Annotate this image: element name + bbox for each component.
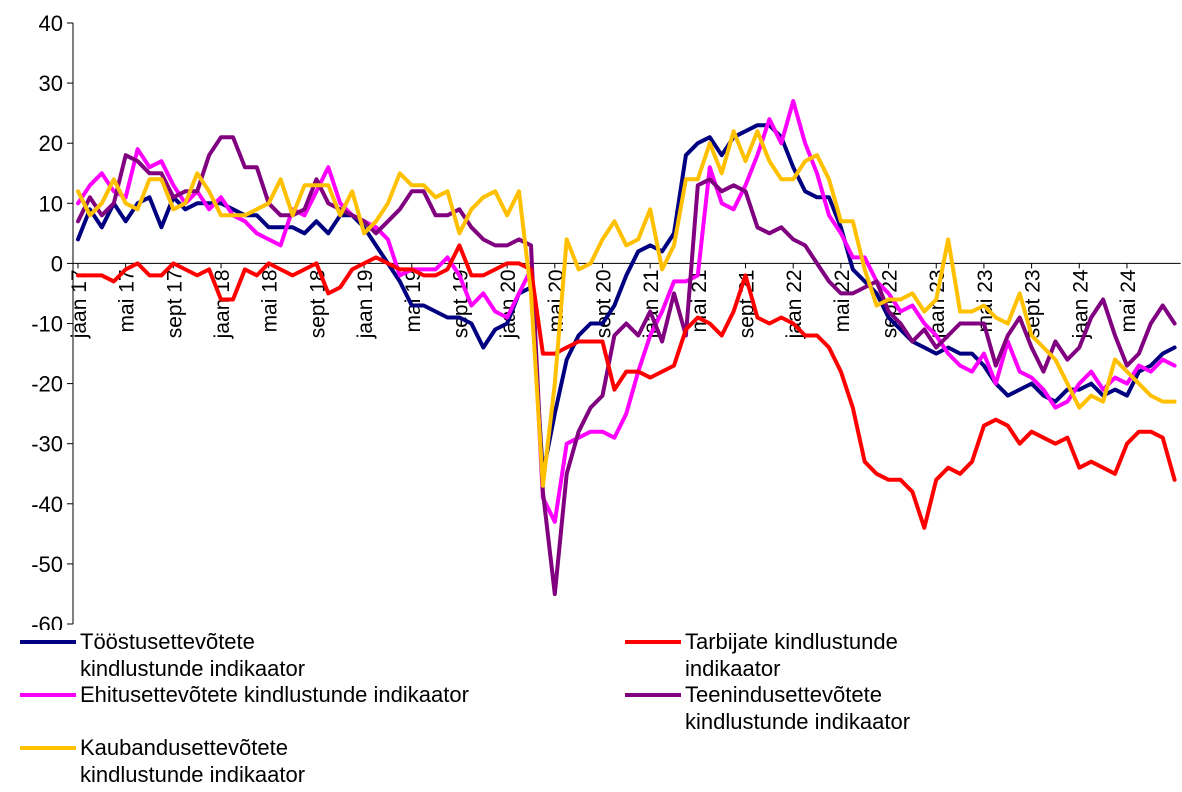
y-tick-label: 40 <box>39 11 63 36</box>
x-tick-label: mai 24 <box>1117 269 1140 332</box>
y-tick-label: 20 <box>39 131 63 156</box>
x-tick-label: sept 20 <box>592 269 615 338</box>
y-tick-label: 10 <box>39 191 63 216</box>
legend-swatch <box>20 746 76 750</box>
legend-swatch <box>625 693 681 697</box>
x-tick-label: sept 17 <box>163 269 186 338</box>
legend-label: Ehitusettevõtete kindlustunde indikaator <box>80 682 469 707</box>
x-tick-label: mai 22 <box>831 269 854 332</box>
legend-item: Ehitusettevõtete kindlustunde indikaator <box>20 681 620 708</box>
legend-item: Teenindusettevõtete kindlustunde indikaa… <box>625 681 985 735</box>
y-tick-label: -40 <box>31 492 63 517</box>
legend-item: Kaubandusettevõtete kindlustunde indikaa… <box>20 734 320 788</box>
y-tick-label: 30 <box>39 71 63 96</box>
y-tick-label: -50 <box>31 552 63 577</box>
series-line <box>76 129 1177 488</box>
x-tick-label: jaan 23 <box>926 269 949 339</box>
y-tick-label: -10 <box>31 312 63 337</box>
y-tick-label: 0 <box>51 251 63 276</box>
legend-swatch <box>20 640 76 644</box>
series-line <box>76 99 1177 524</box>
legend-swatch <box>20 693 76 697</box>
legend-item: Tööstusettevõtete kindlustunde indikaato… <box>20 628 310 682</box>
x-tick-label: jaan 19 <box>354 269 377 339</box>
x-tick-label: mai 18 <box>259 269 282 332</box>
x-tick-label: mai 17 <box>116 269 139 332</box>
series-line <box>76 243 1177 530</box>
y-tick-label: -20 <box>31 372 63 397</box>
x-tick-label: jaan 17 <box>68 269 91 339</box>
legend-item: Tarbijate kindlustunde indikaator <box>625 628 985 682</box>
series-line <box>76 135 1177 596</box>
legend-label: Teenindusettevõtete kindlustunde indikaa… <box>685 682 911 734</box>
x-tick-label: sept 18 <box>306 269 329 338</box>
legend-label: Kaubandusettevõtete kindlustunde indikaa… <box>80 735 306 787</box>
x-tick-label: mai 21 <box>688 269 711 332</box>
series-line <box>76 123 1177 476</box>
legend-swatch <box>625 640 681 644</box>
legend-label: Tarbijate kindlustunde indikaator <box>685 629 898 681</box>
x-tick-label: mai 19 <box>402 269 425 332</box>
x-tick-label: jaan 24 <box>1069 269 1092 339</box>
x-tick-label: jaan 22 <box>783 269 806 339</box>
y-tick-label: -30 <box>31 432 63 457</box>
x-tick-label: mai 23 <box>974 269 997 332</box>
legend-label: Tööstusettevõtete kindlustunde indikaato… <box>80 629 306 681</box>
x-tick-label: jaan 20 <box>497 269 520 339</box>
